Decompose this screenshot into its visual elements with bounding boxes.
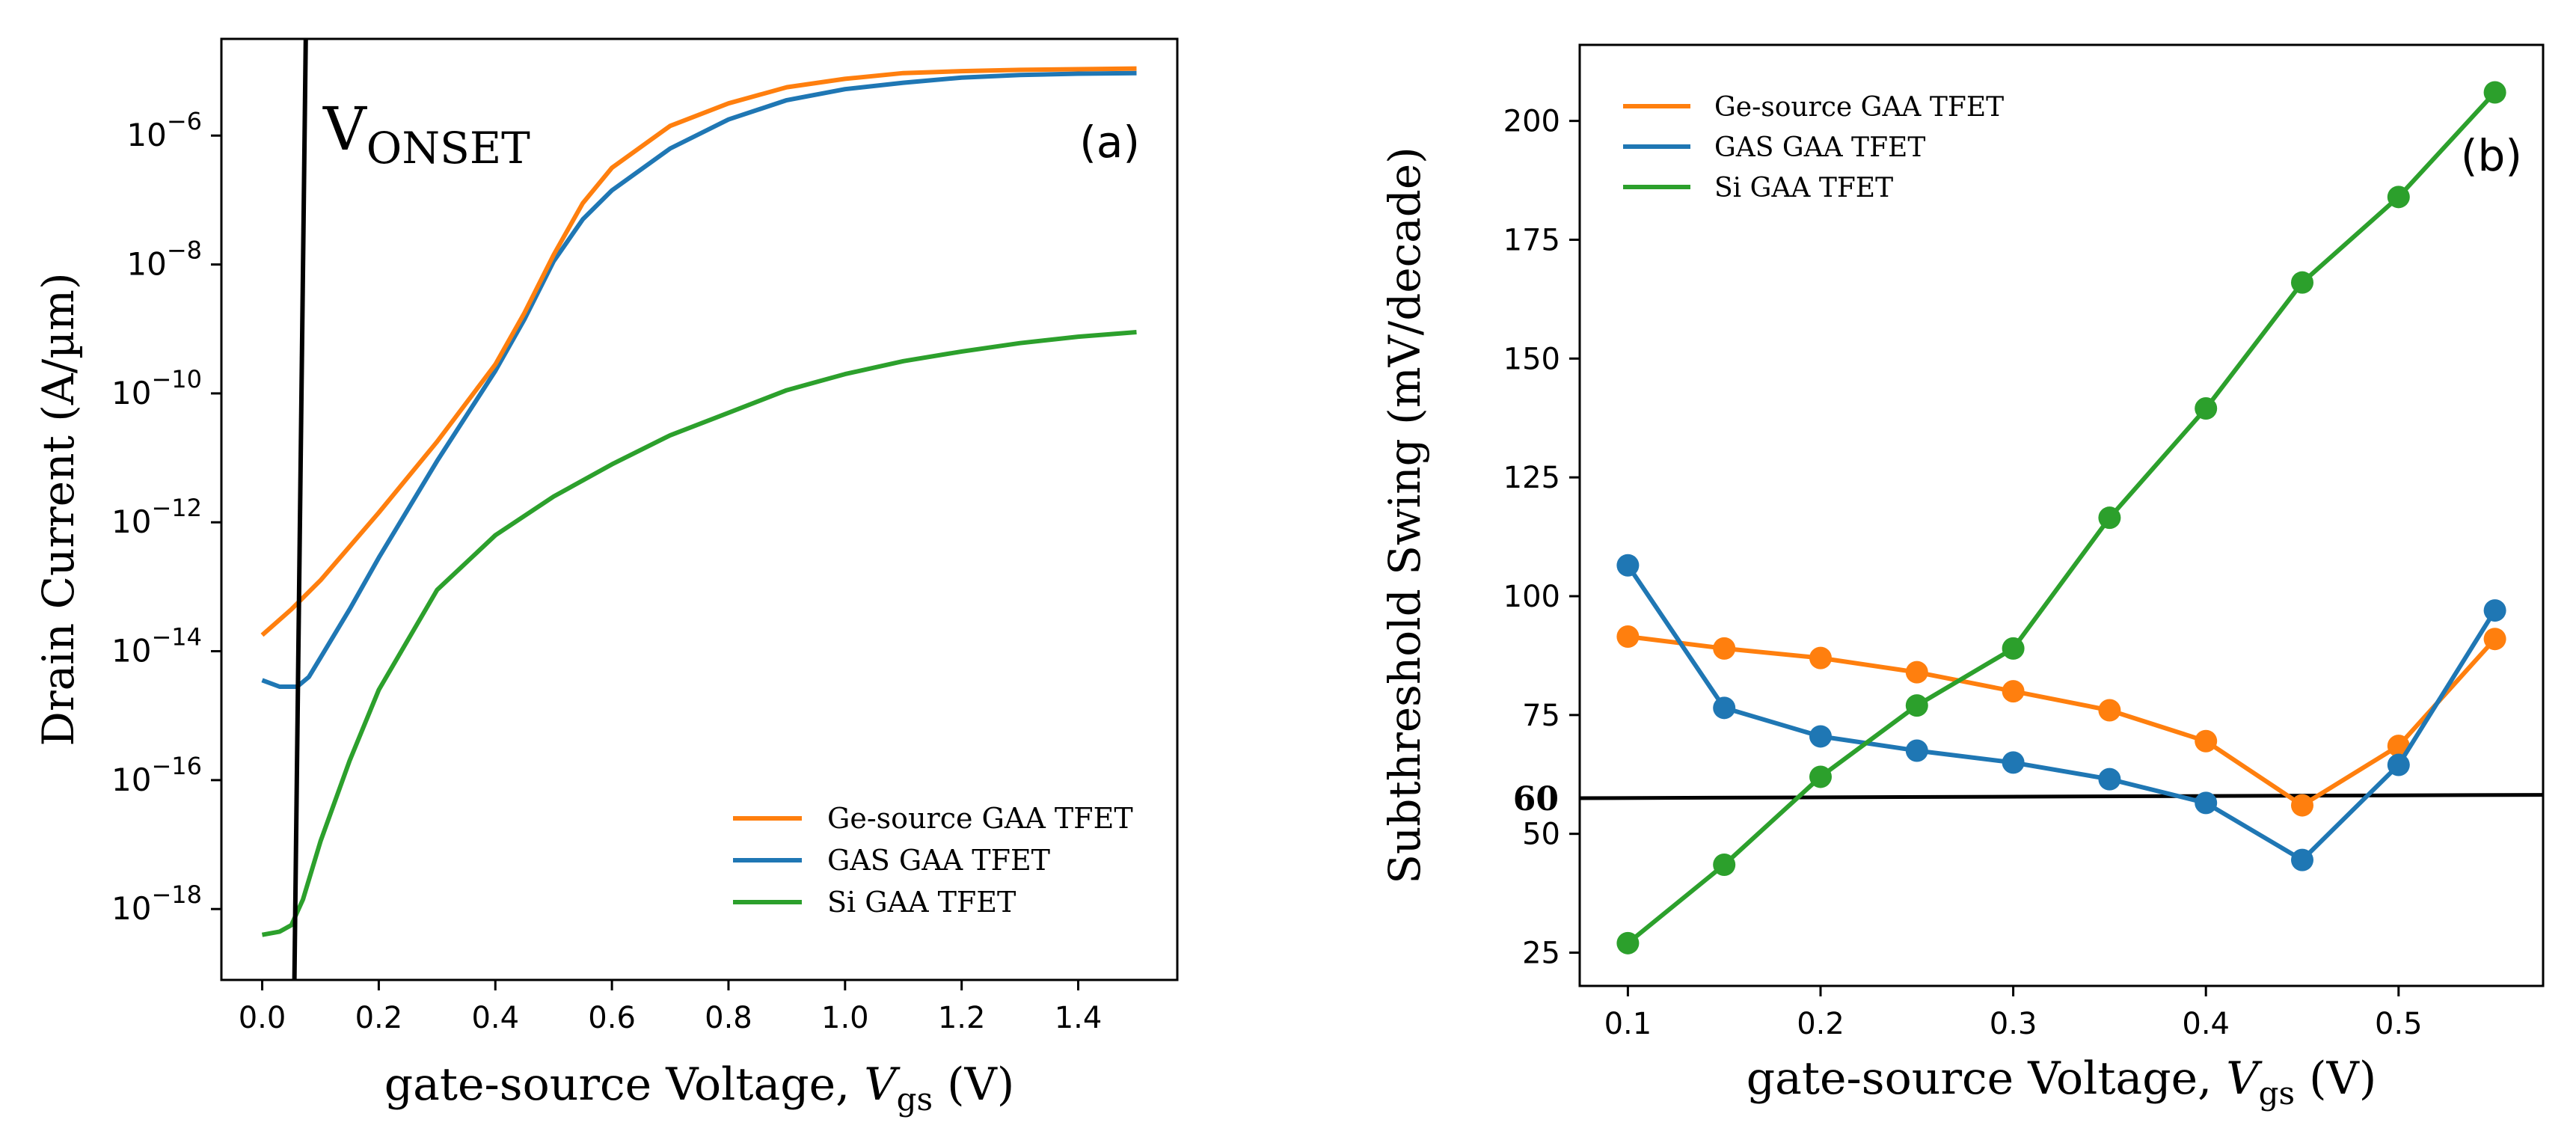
data-point-ge-source-gaa-tfet [1713, 637, 1736, 660]
series-line-ge-source-gaa-tfet [1628, 634, 2497, 808]
x-tick-label: 0.1 [1604, 1007, 1652, 1041]
panel-a-label: (a) [1079, 117, 1140, 168]
legend-entry: Si GAA TFET [827, 886, 1016, 919]
x-tick-label: 0.2 [355, 1001, 403, 1035]
y-tick-label: 10−14 [111, 623, 202, 669]
x-tick-label: 0.2 [1797, 1007, 1844, 1041]
y-tick-label: 150 [1503, 342, 1560, 376]
panel-a-x-ticks: 0.0 0.2 0.4 0.6 0.8 1.0 1.2 1.4 [239, 980, 1103, 1035]
series-line-ge-source-gaa-tfet [260, 66, 1137, 637]
data-point-si-gaa-tfet [1616, 931, 1640, 955]
panel-b: 0.1 0.2 0.3 0.4 0.5 25 50 75 100 125 150 175 200 60… [1379, 43, 2545, 1112]
data-point-gas-gaa-tfet [1809, 725, 1832, 748]
data-point-gas-gaa-tfet [2002, 751, 2025, 774]
y-tick-label: 125 [1503, 461, 1560, 495]
data-point-ge-source-gaa-tfet [2098, 699, 2121, 722]
data-point-ge-source-gaa-tfet [2291, 794, 2313, 817]
data-point-ge-source-gaa-tfet [2195, 729, 2218, 753]
x-tick-label: 0.8 [705, 1001, 752, 1035]
y-tick-label: 10−16 [111, 752, 202, 798]
x-tick-label: 0.5 [2375, 1007, 2423, 1041]
panel-a-y-ticks: 10−18 10−16 10−14 10−12 10−10 10−8 10−6 [111, 107, 221, 927]
x-tick-label: 0.3 [1990, 1007, 2037, 1041]
data-point-gas-gaa-tfet [2098, 767, 2121, 791]
y-tick-label: 10−10 [111, 365, 202, 411]
data-point-si-gaa-tfet [1809, 765, 1832, 788]
legend-entry: GAS GAA TFET [827, 844, 1050, 877]
panel-b-lines [1580, 81, 2543, 955]
series-line-si-gaa-tfet [261, 330, 1137, 937]
panel-b-y-axis-label: Subthreshold Swing (mV/decade) [1379, 147, 1430, 884]
panel-a-lines [260, 39, 1137, 980]
series-line-gas-gaa-tfet [261, 70, 1137, 689]
y-tick-label: 75 [1522, 699, 1560, 733]
y-tick-label: 10−6 [126, 107, 202, 153]
panel-a: 0.0 0.2 0.4 0.6 0.8 1.0 1.2 1.4 10−18 10−16 10−14… [33, 37, 1179, 1118]
panel-b-label: (b) [2461, 130, 2522, 181]
panel-b-frame [1578, 43, 2545, 987]
data-point-gas-gaa-tfet [2483, 599, 2506, 622]
data-point-si-gaa-tfet [2291, 271, 2313, 294]
data-point-si-gaa-tfet [1713, 853, 1736, 876]
x-tick-label: 0.4 [2182, 1007, 2230, 1041]
y-tick-label: 10−12 [111, 494, 202, 540]
y-tick-label: 25 [1522, 937, 1560, 971]
panel-b-x-ticks: 0.1 0.2 0.3 0.4 0.5 [1604, 986, 2423, 1041]
data-point-ge-source-gaa-tfet [1905, 661, 1928, 684]
y-tick-label: 10−8 [126, 236, 202, 283]
data-point-ge-source-gaa-tfet [2387, 735, 2410, 758]
vonset-line [292, 39, 308, 980]
data-point-si-gaa-tfet [1905, 694, 1928, 717]
panel-a-x-axis-label: gate-source Voltage, Vgs (V) [384, 1058, 1015, 1118]
series-line-si-gaa-tfet [1626, 91, 2497, 946]
data-point-gas-gaa-tfet [2387, 753, 2410, 776]
x-tick-label: 0.4 [471, 1001, 519, 1035]
panel-a-y-axis-label: Drain Current (A/µm) [33, 272, 84, 746]
y-tick-label: 100 [1503, 580, 1560, 614]
data-point-si-gaa-tfet [2002, 637, 2025, 660]
y-tick-label: 200 [1503, 105, 1560, 139]
legend-entry: Ge-source GAA TFET [1714, 92, 2004, 123]
data-point-gas-gaa-tfet [2195, 791, 2218, 815]
data-point-ge-source-gaa-tfet [1809, 646, 1832, 669]
panel-b-x-axis-label: gate-source Voltage, Vgs (V) [1747, 1052, 2377, 1112]
data-point-si-gaa-tfet [2387, 186, 2410, 209]
x-tick-label: 0.0 [239, 1001, 286, 1035]
data-point-gas-gaa-tfet [2291, 848, 2313, 871]
data-point-gas-gaa-tfet [1905, 739, 1928, 762]
legend-entry: Si GAA TFET [1714, 173, 1893, 203]
data-point-ge-source-gaa-tfet [2483, 628, 2506, 651]
vonset-annotation: VONSET [322, 94, 530, 174]
series-line-gas-gaa-tfet [1625, 564, 2497, 862]
y-tick-label: 50 [1522, 818, 1560, 852]
data-point-ge-source-gaa-tfet [2002, 680, 2025, 703]
data-point-gas-gaa-tfet [1616, 554, 1640, 577]
legend-entry: GAS GAA TFET [1714, 132, 1925, 163]
data-point-si-gaa-tfet [2098, 506, 2121, 530]
panel-b-legend: Ge-source GAA TFET GAS GAA TFET Si GAA TFE… [1623, 92, 2004, 203]
data-point-ge-source-gaa-tfet [1616, 625, 1640, 649]
data-point-si-gaa-tfet [2195, 397, 2218, 420]
x-tick-label: 1.0 [821, 1001, 869, 1035]
legend-entry: Ge-source GAA TFET [827, 802, 1133, 835]
panel-a-frame [220, 37, 1179, 981]
data-point-si-gaa-tfet [2483, 81, 2506, 104]
y-tick-label: 10−18 [111, 880, 202, 927]
panel-b-y-ticks: 25 50 75 100 125 150 175 200 [1503, 105, 1580, 971]
x-tick-label: 1.2 [938, 1001, 986, 1035]
x-tick-label: 0.6 [588, 1001, 636, 1035]
reference-60-line [1580, 793, 2543, 800]
panel-a-legend: Ge-source GAA TFET GAS GAA TFET Si GAA TFE… [733, 802, 1133, 919]
data-point-gas-gaa-tfet [1713, 696, 1736, 720]
reference-60-label: 60 [1513, 780, 1559, 818]
y-tick-label: 175 [1503, 223, 1560, 257]
x-tick-label: 1.4 [1055, 1001, 1103, 1035]
